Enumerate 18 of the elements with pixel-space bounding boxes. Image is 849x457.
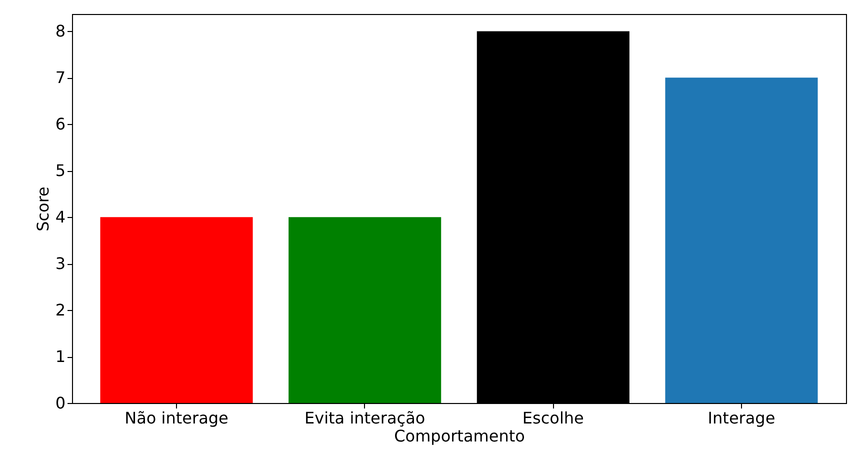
y-tick-label: 4	[55, 208, 66, 227]
x-tick-label: Não interage	[124, 408, 228, 428]
bar	[288, 217, 442, 403]
y-tick-label: 2	[55, 300, 66, 320]
bar	[665, 78, 818, 403]
x-tick-label: Evita interação	[304, 408, 426, 428]
x-axis-title: Comportamento	[394, 426, 525, 446]
y-tick-label: 0	[55, 394, 66, 412]
y-axis-title: Score	[33, 186, 52, 232]
y-tick-label: 8	[55, 22, 66, 41]
bar	[100, 217, 253, 403]
y-tick-label: 5	[55, 161, 66, 180]
y-tick-label: 6	[55, 114, 66, 134]
y-tick-label: 3	[55, 254, 66, 274]
x-tick-label: Interage	[708, 408, 776, 428]
y-tick-label: 7	[55, 68, 66, 88]
x-tick-label: Escolhe	[522, 408, 584, 428]
y-tick-label: 1	[55, 347, 66, 366]
